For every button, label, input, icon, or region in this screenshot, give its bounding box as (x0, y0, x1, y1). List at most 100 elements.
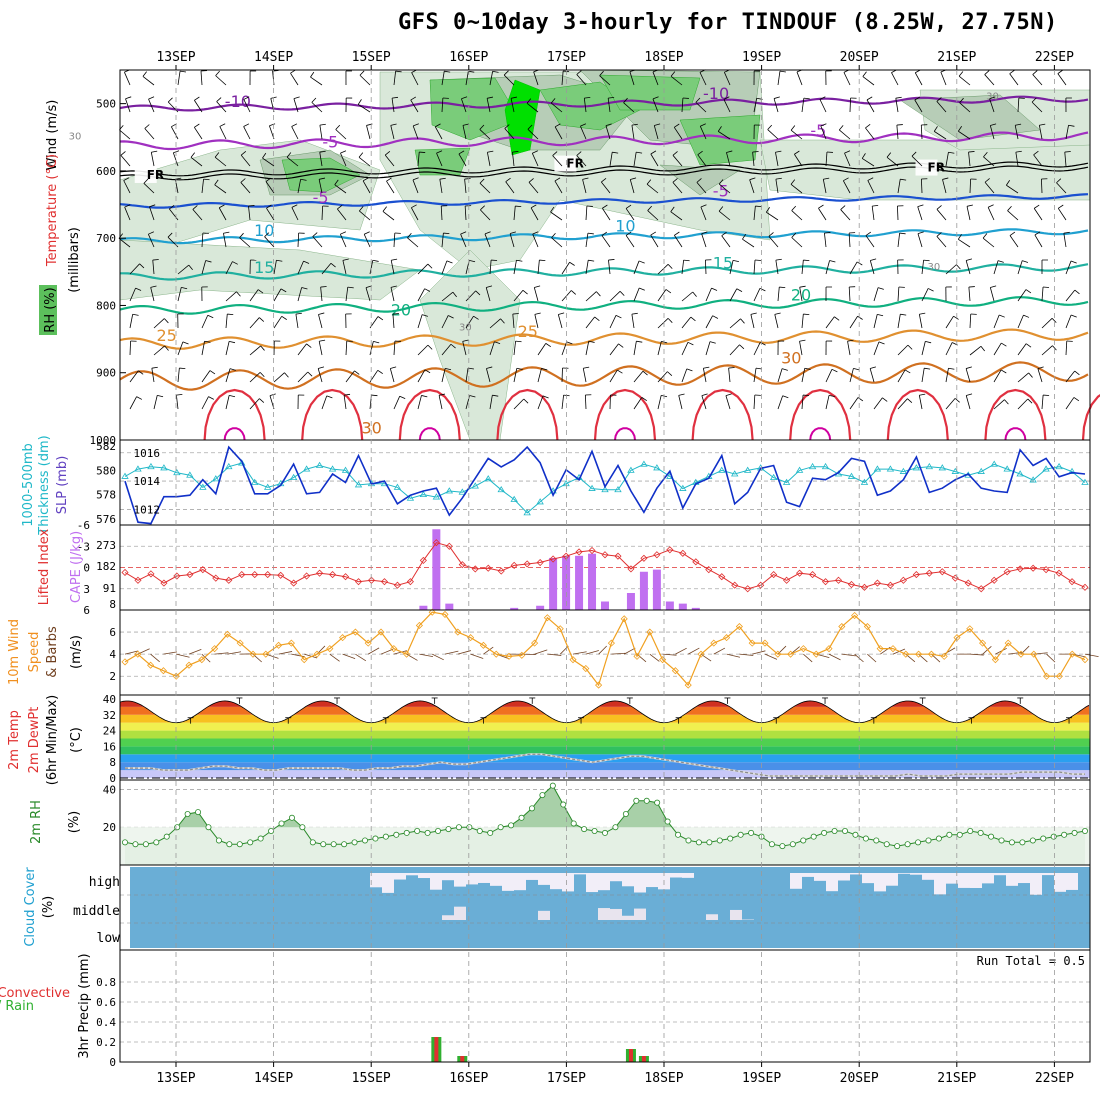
thickness-point (510, 495, 518, 502)
wind10m-point (147, 661, 155, 669)
upper-wind-barb (633, 370, 648, 383)
barb-shaft (528, 182, 539, 194)
cloud-high-cell (910, 873, 922, 875)
wind10m-barb (636, 653, 647, 663)
barb-shaft (286, 156, 299, 167)
cloud-high-cell (802, 873, 814, 877)
barb-shaft (382, 211, 395, 221)
barb-shaft (119, 129, 131, 140)
upper-wind-barb (297, 343, 312, 356)
barb-shaft (993, 342, 1002, 356)
upper-wind-barb (1006, 180, 1019, 194)
barb-flag (427, 263, 433, 269)
upper-wind-barb (153, 394, 164, 410)
barb-shaft (358, 104, 371, 113)
barb-flag (534, 312, 541, 315)
barb-flag (1022, 260, 1029, 263)
thickness-point (1029, 476, 1037, 483)
wind10m-point (825, 645, 833, 653)
barb-flag (819, 96, 826, 100)
upper-wind-barb (503, 70, 515, 86)
barb-shaft (533, 287, 539, 302)
barb-flag (838, 125, 844, 131)
barb-flag (829, 260, 836, 263)
barb-shaft (1015, 152, 1019, 167)
upper-wind-barb (609, 151, 619, 167)
temp-ytick-label: 0 (109, 772, 116, 785)
barb-flag (151, 366, 158, 369)
barb-flag (450, 343, 456, 349)
wind-ytick-label: 4 (109, 648, 116, 661)
barb-shaft (847, 341, 851, 356)
barb-flag (188, 264, 193, 270)
upper-wind-barb (1065, 289, 1080, 302)
barb-flag (1009, 231, 1016, 236)
upper-wind-barb (554, 123, 563, 140)
cloud-high-cell (490, 873, 502, 886)
barb-shaft (1065, 125, 1069, 140)
barb-flag (678, 393, 685, 396)
upper-wind-barb (897, 178, 907, 194)
x-date-top: 16SEP (449, 50, 488, 65)
cloud-high-cell (1042, 873, 1054, 876)
barb-flag (132, 313, 139, 316)
barb-flag (135, 287, 142, 291)
upper-wind-barb (177, 286, 188, 302)
rh-point (737, 831, 744, 838)
barb-flag (840, 205, 846, 210)
upper-wind-barb (633, 340, 643, 356)
barb-flag (144, 124, 150, 129)
upper-wind-barb (359, 206, 371, 221)
barb-shaft (150, 287, 155, 302)
barb-flag (412, 177, 419, 181)
thickness-point (354, 481, 363, 488)
barb-flag (933, 126, 938, 132)
barb-shaft (723, 99, 731, 113)
isotherm-40-4 (614, 427, 636, 441)
barb-flag (965, 366, 972, 369)
cloud-high-cell (1030, 873, 1042, 895)
barb-shaft (820, 125, 827, 140)
upper-wind-barb (895, 96, 902, 113)
barb-shaft (240, 182, 251, 194)
barb-flag (596, 291, 601, 297)
upper-wind-barb (513, 205, 522, 221)
barb-flag (462, 339, 469, 342)
thickness-point (653, 464, 661, 471)
barb-shaft (392, 314, 395, 329)
barb-flag (862, 71, 867, 77)
rh-point (915, 839, 922, 846)
upper-wind-barb (936, 97, 947, 113)
barb-flag (989, 96, 996, 100)
barb-flag (853, 368, 860, 371)
thickness-point (121, 472, 129, 479)
upper-wind-barb (513, 367, 523, 383)
upper-wind-barb (291, 204, 299, 221)
rh-point (789, 841, 796, 848)
barb-flag (895, 96, 902, 99)
isotherm-label-11: 15 (254, 258, 274, 277)
barb-shaft (1065, 289, 1076, 302)
barb-shaft (552, 155, 563, 167)
barb-shaft (201, 370, 211, 383)
isotherm-m10 (119, 95, 1089, 112)
barb-shaft (695, 102, 707, 113)
barb-shaft (796, 71, 803, 86)
upper-wind-barb (343, 393, 351, 410)
barb-shaft (696, 182, 707, 194)
barb-shaft (777, 71, 781, 86)
wind10m-point (236, 639, 244, 647)
barb-flag (642, 370, 648, 376)
barb-flag (790, 125, 796, 131)
cloud-high-cell (838, 873, 850, 881)
barb-flag (468, 70, 475, 73)
upper-wind-barb (897, 344, 913, 356)
upper-wind-barb (717, 126, 731, 140)
barb-flag (505, 177, 511, 183)
barb-shaft (657, 264, 669, 275)
wind10m-point (313, 650, 321, 658)
barb-flag (700, 204, 707, 208)
barb-flag (767, 124, 773, 130)
wind10m-point (1081, 656, 1089, 664)
wind10m-point (1055, 672, 1063, 680)
